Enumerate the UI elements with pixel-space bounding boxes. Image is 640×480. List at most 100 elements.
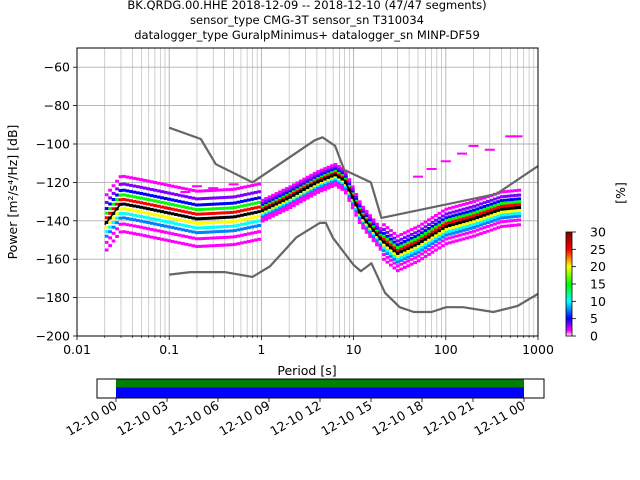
pdf-cell (506, 219, 511, 223)
x-tick-label: 1000 (522, 342, 554, 357)
pdf-cell (142, 201, 147, 205)
pdf-cell (191, 207, 196, 211)
pdf-cell (129, 190, 133, 194)
pdf-cell (350, 199, 355, 203)
pdf-cell (184, 219, 189, 223)
pdf-cell (229, 235, 234, 239)
pdf-cell (458, 226, 463, 230)
x-tick-label: 0.01 (63, 342, 91, 357)
pdf-cell (239, 193, 244, 197)
x-tick-label: 100 (434, 342, 458, 357)
pdf-cell (399, 258, 404, 262)
pdf-cell (499, 204, 504, 208)
pdf-cell (493, 204, 497, 208)
pdf-cell (427, 252, 431, 256)
pdf-cell (187, 195, 192, 199)
pdf-cell (285, 204, 289, 208)
pdf-cell (347, 186, 352, 190)
pdf-cell (246, 221, 251, 225)
pdf-cell (243, 203, 248, 207)
pdf-cell (427, 226, 431, 230)
pdf-cell (385, 246, 390, 250)
x-tick-label: 1 (257, 342, 265, 357)
pdf-cell (239, 233, 244, 237)
pdf-cell (493, 201, 497, 205)
pdf-cell (513, 215, 518, 219)
pdf-cell (378, 235, 383, 239)
pdf-cell (423, 225, 428, 229)
pdf-cell (444, 230, 449, 234)
pdf-cell (104, 248, 109, 252)
pdf-cell (156, 189, 161, 193)
pdf-cell (402, 251, 407, 255)
pdf-cell (357, 215, 362, 219)
pdf-cell (461, 202, 466, 206)
pdf-cell (517, 193, 522, 197)
pdf-cell (406, 244, 411, 248)
pdf-cell (506, 198, 511, 202)
pdf-cell (274, 199, 279, 203)
pdf-cell (416, 254, 421, 258)
pdf-cell (118, 193, 123, 197)
pdf-cell (385, 249, 390, 253)
pdf-cell (115, 235, 119, 239)
pdf-cell (458, 212, 463, 216)
pdf-cell (416, 229, 421, 233)
pdf-cell (305, 189, 310, 193)
pdf-cell (167, 239, 171, 243)
pdf-cell (281, 204, 286, 208)
pdf-cell (149, 221, 154, 225)
pdf-cell (461, 217, 466, 221)
pdf-cell (153, 228, 158, 232)
pdf-cell (160, 223, 164, 227)
pdf-cell (457, 152, 468, 155)
pdf-cell (451, 205, 456, 209)
pdf-cell (146, 187, 151, 191)
pdf-cell (337, 185, 341, 189)
pdf-cell (271, 205, 275, 209)
pdf-cell (236, 200, 241, 204)
pdf-cell (458, 203, 463, 207)
pdf-cell (291, 201, 296, 205)
pdf-cell (125, 217, 130, 221)
pdf-cell (312, 178, 317, 182)
pdf-cell (475, 233, 480, 237)
pdf-cell (496, 221, 501, 225)
pdf-cell (437, 211, 442, 215)
pdf-cell (468, 226, 473, 230)
pdf-cell (222, 188, 227, 192)
pdf-cell (399, 237, 404, 241)
pdf-cell (174, 240, 178, 244)
pdf-cell (312, 192, 317, 196)
pdf-cell (194, 226, 199, 230)
pdf-cell (226, 206, 230, 210)
pdf-cell (305, 193, 310, 197)
pdf-cell (371, 225, 376, 229)
pdf-cell (427, 241, 431, 245)
pdf-cell (347, 181, 352, 185)
pdf-cell (111, 231, 116, 235)
pdf-cell (357, 203, 362, 207)
pdf-cell (461, 223, 466, 227)
pdf-cell (517, 188, 522, 192)
pdf-cell (364, 216, 369, 220)
pdf-cell (205, 203, 210, 207)
pdf-cell (434, 237, 438, 241)
pdf-cell (454, 216, 459, 220)
pdf-cell (146, 211, 151, 215)
y-tick-label: −180 (36, 290, 70, 305)
pdf-cell (423, 250, 428, 254)
pdf-cell (395, 254, 400, 258)
pdf-cell (434, 243, 438, 247)
pdf-cell (215, 243, 220, 247)
pdf-cell (371, 227, 376, 231)
pdf-cell (118, 207, 123, 211)
pdf-cell (264, 212, 268, 216)
pdf-cell (517, 211, 522, 215)
pdf-cell (437, 237, 442, 241)
pdf-cell (378, 232, 383, 236)
pdf-cell (316, 185, 320, 189)
colorbar-tick-label: 10 (590, 294, 606, 309)
pdf-cell (326, 177, 331, 181)
pdf-cell (472, 234, 476, 238)
